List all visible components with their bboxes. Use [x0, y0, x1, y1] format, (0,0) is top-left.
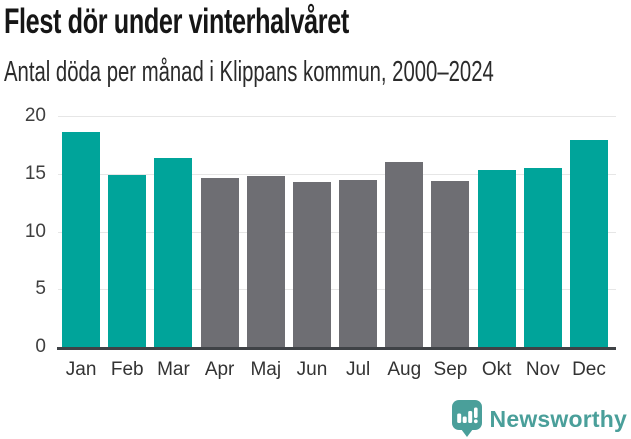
x-tick-label-jul: Jul	[345, 359, 371, 380]
bar-maj	[246, 176, 285, 347]
bar-dec	[569, 140, 608, 347]
bar-mar	[154, 157, 193, 347]
x-tick-label-aug: Aug	[387, 359, 422, 380]
x-tick-label-nov: Nov	[525, 359, 560, 380]
x-tick-label-maj: Maj	[250, 359, 282, 380]
bar-jun	[292, 181, 331, 347]
bar-aug	[385, 162, 424, 347]
y-tick-label-0: 0	[35, 336, 46, 357]
grid-line-5	[58, 289, 616, 291]
x-tick-label-okt: Okt	[481, 359, 512, 380]
grid-line-20	[58, 116, 616, 117]
x-tick-label-jan: Jan	[65, 359, 97, 380]
x-axis-line	[57, 347, 616, 350]
bar-apr	[200, 178, 239, 347]
bar-nov	[523, 167, 562, 347]
bar-okt	[477, 170, 516, 347]
plot-area	[57, 116, 616, 350]
bar-jan	[62, 132, 101, 347]
grid-line-15	[58, 173, 616, 175]
bar-sep	[431, 180, 470, 347]
newsworthy-logo-icon	[451, 400, 482, 437]
grid-line-10	[58, 231, 616, 233]
x-tick-label-mar: Mar	[157, 359, 190, 380]
x-tick-label-feb: Feb	[110, 359, 144, 380]
y-tick-label-5: 5	[35, 278, 46, 300]
x-tick-label-apr: Apr	[204, 359, 235, 380]
bar-jul	[339, 179, 378, 347]
x-tick-label-sep: Sep	[433, 359, 468, 380]
brand-name: Newsworthy	[489, 405, 627, 432]
x-axis-labels: Jan Feb Mar Apr Maj Jun Jul Aug Sep Okt Nov Dec	[58, 357, 612, 383]
bar-feb	[108, 174, 147, 347]
y-tick-label-15: 15	[24, 162, 46, 184]
x-tick-label-jun: Jun	[296, 359, 328, 380]
y-axis: 0 5 10 15 20	[0, 105, 48, 357]
brand-footer: Newsworthy	[451, 399, 627, 439]
y-tick-label-20: 20	[24, 105, 46, 126]
chart-title: Flest dör under vinterhalvåret	[4, 2, 349, 41]
chart-subtitle: Antal döda per månad i Klippans kommun, …	[4, 56, 494, 88]
x-tick-label-dec: Dec	[572, 359, 606, 380]
y-tick-label-10: 10	[24, 220, 46, 242]
